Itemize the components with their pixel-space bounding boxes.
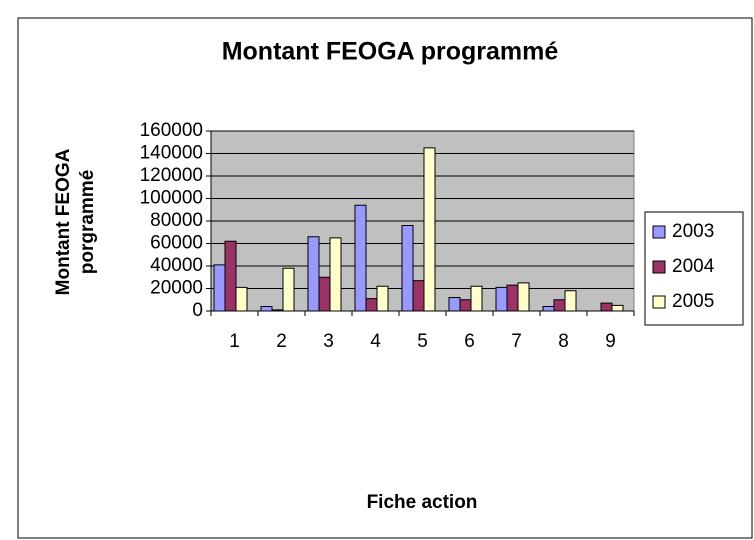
y-tick-label: 80000 [150,210,203,231]
y-tick-label: 120000 [140,165,203,186]
bar [318,276,331,312]
y-axis-label-line: porgrammé [77,170,98,275]
y-tick-label: 140000 [140,143,203,164]
bar [600,302,613,312]
bar [470,285,483,312]
y-axis-label-line: Montant FEOGA [53,148,74,295]
bar [542,306,555,312]
x-tick-label: 2 [276,331,287,352]
bar [506,284,519,312]
bar [235,286,248,312]
bar [401,225,414,312]
bar [307,236,320,312]
x-tick-label: 6 [464,331,475,352]
bar [224,240,237,312]
bar [260,306,273,312]
bar [213,264,226,312]
y-tick-label: 20000 [150,278,203,299]
legend-swatch [652,260,666,274]
legend-swatch [652,295,666,309]
x-tick-label: 7 [511,331,522,352]
bar [495,286,508,312]
bar [354,204,367,312]
y-axis-label: Montant FEOGA porgrammé [53,148,98,295]
bar [423,147,436,312]
bar [376,285,389,312]
y-tick-label: 40000 [150,255,203,276]
bar [459,299,472,312]
legend-label: 2003 [672,221,714,242]
bar [365,298,378,312]
x-tick-label: 9 [605,331,616,352]
y-tick-label: 100000 [140,188,203,209]
y-tick-label: 60000 [150,233,203,254]
bar [282,267,295,312]
x-axis-label: Fiche action [367,492,478,513]
bar [329,237,342,312]
bar [611,304,624,312]
x-tick-label: 5 [417,331,428,352]
y-tick-label: 0 [192,300,203,321]
y-tick-label: 160000 [140,120,203,141]
bar [517,282,530,312]
x-tick-label: 4 [370,331,381,352]
legend-label: 2005 [672,291,714,312]
bar [412,280,425,312]
bar [448,297,461,312]
chart-title: Montant FEOGA programmé [222,38,559,66]
x-tick-label: 1 [229,331,240,352]
x-tick-label: 3 [323,331,334,352]
bar [564,290,577,312]
x-tick-label: 8 [558,331,569,352]
legend-label: 2004 [672,256,715,277]
legend-swatch [652,225,666,239]
bar [553,299,566,312]
